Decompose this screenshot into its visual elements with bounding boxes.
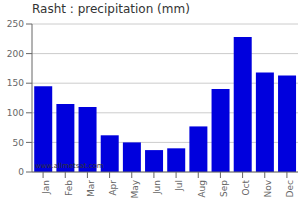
svg-text:250: 250 <box>7 19 24 29</box>
svg-text:Nov: Nov <box>263 179 273 197</box>
svg-text:Apr: Apr <box>108 180 118 196</box>
svg-text:Dec: Dec <box>285 180 295 197</box>
svg-text:100: 100 <box>7 108 24 118</box>
svg-text:Jul: Jul <box>174 180 184 192</box>
svg-text:200: 200 <box>7 49 24 59</box>
svg-text:Feb: Feb <box>64 180 74 196</box>
svg-text:Jun: Jun <box>152 180 162 195</box>
svg-text:150: 150 <box>7 78 24 88</box>
svg-text:50: 50 <box>13 138 25 148</box>
svg-text:Aug: Aug <box>197 180 207 198</box>
svg-text:0: 0 <box>18 167 24 177</box>
svg-text:May: May <box>130 179 140 198</box>
svg-text:Mar: Mar <box>86 180 96 197</box>
svg-text:Sep: Sep <box>219 180 229 197</box>
html-text:Rasht : precipitation (mm): Rasht : precipitation (mm) <box>32 2 190 16</box>
svg-text:Oct: Oct <box>241 180 251 196</box>
html-text:www.allmetsat.com: www.allmetsat.com <box>35 162 104 170</box>
svg-text:Jan: Jan <box>41 180 51 195</box>
